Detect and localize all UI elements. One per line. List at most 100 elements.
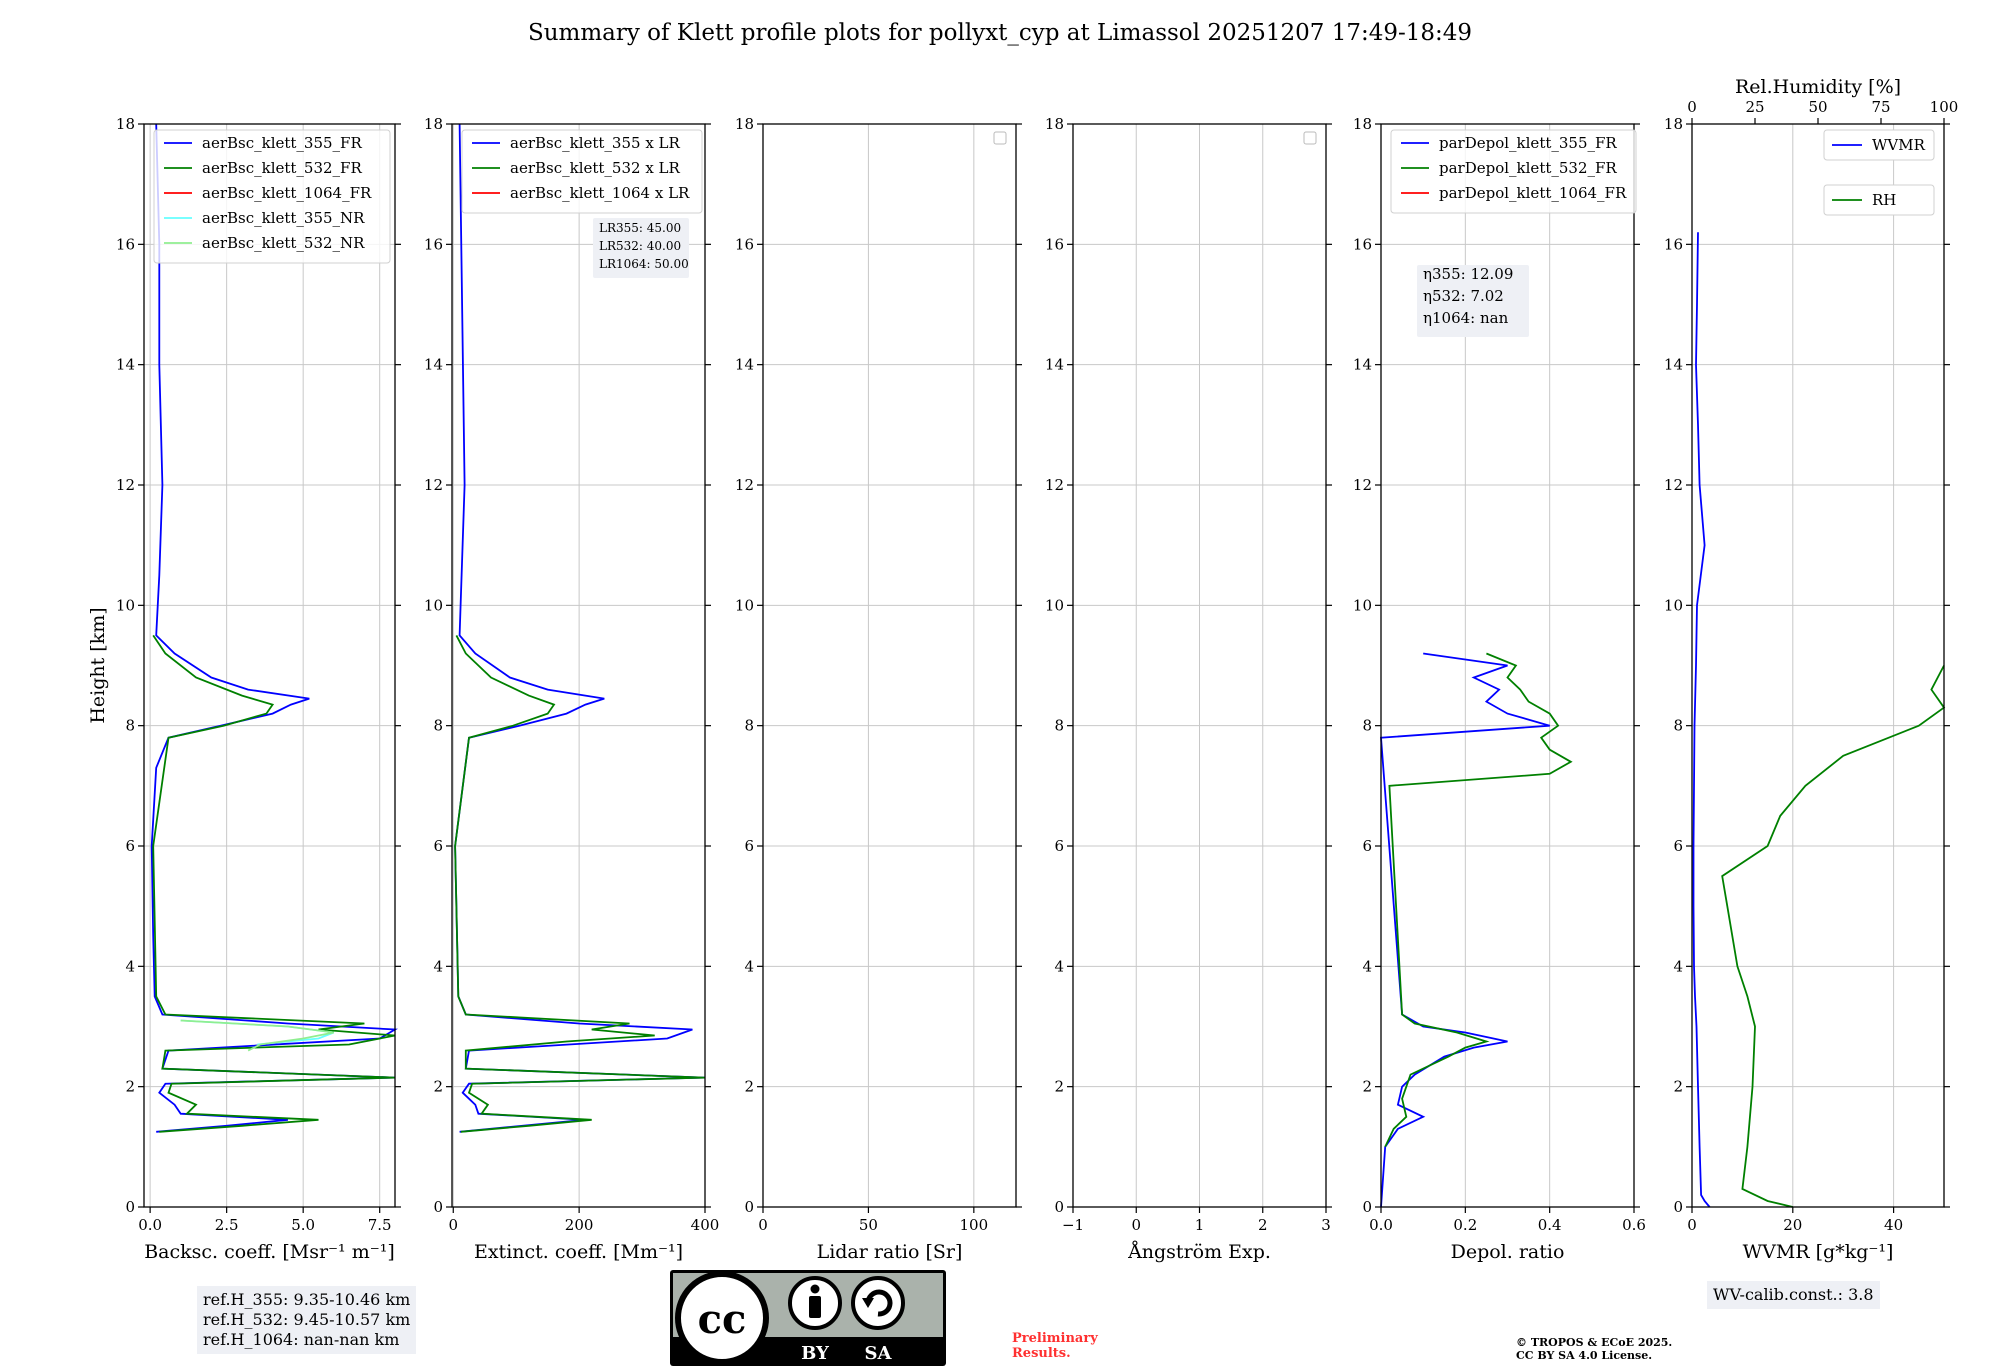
- y-tick-label: 14: [116, 356, 135, 374]
- wv-calib-box: WV-calib.const.: 3.8: [1707, 1281, 1880, 1309]
- annotation-text: LR1064: 50.00: [599, 257, 689, 271]
- x-axis-label: Lidar ratio [Sr]: [817, 1241, 963, 1263]
- copyright-note: © TROPOS & ECoE 2025. CC BY SA 4.0 Licen…: [1516, 1336, 1672, 1362]
- legend-label: aerBsc_klett_355_NR: [202, 209, 365, 227]
- y-tick-label: 0: [125, 1198, 135, 1216]
- x-tick-label: 2.5: [215, 1216, 239, 1234]
- x-tick-label: 0.0: [1369, 1216, 1393, 1234]
- panel-depol: 0 2 4 6 8 10 12 14 16 18 0.0 0.2 0.4 0.6 Depol. ratio p…: [1353, 115, 1646, 1263]
- y-tick-label: 8: [744, 717, 754, 735]
- x-axis-label: Backsc. coeff. [Msr⁻¹ m⁻¹]: [144, 1241, 395, 1263]
- x-tick-label: 0: [758, 1216, 768, 1234]
- x-tick-label: 200: [565, 1216, 594, 1234]
- y-tick-label: 6: [433, 837, 443, 855]
- x-tick-label: 0: [1131, 1216, 1141, 1234]
- y-tick-label: 14: [1353, 356, 1372, 374]
- y-tick-label: 2: [744, 1078, 754, 1096]
- y-tick-label: 10: [116, 596, 135, 614]
- series-line-aerBsc_klett_355_FR: [150, 123, 399, 1133]
- legend-box: [1823, 129, 1935, 161]
- y-tick-label: 8: [125, 717, 135, 735]
- series-line-WVMR: [1692, 232, 1711, 1208]
- y-tick-label: 14: [1664, 356, 1683, 374]
- y-tick-label: 0: [1362, 1198, 1372, 1216]
- x2-tick-label: 50: [1808, 98, 1827, 116]
- x-tick-label: 0.4: [1538, 1216, 1562, 1234]
- annotation-text: η355: 12.09: [1423, 265, 1513, 283]
- x-axis-label: Ångström Exp.: [1127, 1241, 1271, 1263]
- y-tick-label: 6: [1673, 837, 1683, 855]
- x-tick-label: 0.2: [1453, 1216, 1477, 1234]
- y-tick-label: 10: [735, 596, 754, 614]
- plot-frame: [1072, 123, 1327, 1208]
- panel-lr: 0 2 4 6 8 10 12 14 16 18 0 50 100 Lidar ratio [Sr]: [735, 115, 1022, 1263]
- share-alike-arrow: [862, 1298, 874, 1308]
- y-tick-label: 16: [735, 235, 754, 253]
- reference-height-box: ref.H_355: 9.35-10.46 km ref.H_532: 9.45…: [197, 1286, 417, 1354]
- x-tick-label: 0: [448, 1216, 458, 1234]
- y-tick-label: 4: [1054, 957, 1064, 975]
- legend-label: parDepol_klett_1064_FR: [1439, 184, 1627, 202]
- y-tick-label: 0: [433, 1198, 443, 1216]
- x2-tick-label: 25: [1745, 98, 1764, 116]
- x-tick-label: 0: [1687, 1216, 1697, 1234]
- legend-label: RH: [1872, 191, 1896, 209]
- plot-frame: [143, 123, 396, 1208]
- x-tick-label: −1: [1062, 1216, 1084, 1234]
- legend-label: aerBsc_klett_532_FR: [202, 159, 362, 177]
- plot-frame: [1380, 123, 1635, 1208]
- y-tick-label: 8: [1054, 717, 1064, 735]
- share-alike-icon: [851, 1276, 905, 1330]
- x-axis-label: Depol. ratio: [1451, 1241, 1565, 1263]
- y-tick-label: 2: [1673, 1078, 1683, 1096]
- x-axis-label: Extinct. coeff. [Mm⁻¹]: [474, 1241, 683, 1263]
- y-tick-label: 6: [125, 837, 135, 855]
- y-tick-label: 18: [1353, 115, 1372, 133]
- by-label: BY: [801, 1343, 830, 1364]
- x-tick-label: 100: [960, 1216, 989, 1234]
- y-tick-label: 8: [1362, 717, 1372, 735]
- x-tick-label: 0.0: [138, 1216, 162, 1234]
- plot-frame: [762, 123, 1017, 1208]
- y-tick-label: 0: [744, 1198, 754, 1216]
- ref-h-355: ref.H_355: 9.35-10.46 km: [203, 1290, 411, 1309]
- x-tick-label: 400: [691, 1216, 720, 1234]
- y-tick-label: 4: [744, 957, 754, 975]
- legend-label: aerBsc_klett_532_NR: [202, 234, 365, 252]
- y-axis-label: Height [km]: [87, 607, 109, 723]
- y-tick-label: 6: [1362, 837, 1372, 855]
- annotation-text: LR532: 40.00: [599, 239, 681, 253]
- preliminary-line-1: Preliminary: [1012, 1331, 1098, 1346]
- legend-label: parDepol_klett_532_FR: [1439, 159, 1617, 177]
- y-tick-label: 12: [1664, 476, 1683, 494]
- y-tick-label: 10: [424, 596, 443, 614]
- y-tick-label: 12: [735, 476, 754, 494]
- y-tick-label: 4: [1673, 957, 1683, 975]
- x-tick-label: 2: [1258, 1216, 1268, 1234]
- y-tick-label: 4: [433, 957, 443, 975]
- sa-label: SA: [865, 1343, 893, 1364]
- y-tick-label: 16: [424, 235, 443, 253]
- legend-label: parDepol_klett_355_FR: [1439, 134, 1617, 152]
- y-tick-label: 18: [1664, 115, 1683, 133]
- annotation-box: [1417, 265, 1529, 337]
- y-tick-label: 10: [1353, 596, 1372, 614]
- legend-label: aerBsc_klett_1064_FR: [202, 184, 372, 202]
- attribution-icon-body: [809, 1296, 821, 1318]
- share-alike-arc: [865, 1289, 893, 1317]
- y-tick-label: 16: [116, 235, 135, 253]
- y-tick-label: 14: [1045, 356, 1064, 374]
- legend-box: [461, 129, 703, 214]
- annotation-text: LR355: 45.00: [599, 221, 681, 235]
- y-tick-label: 10: [1045, 596, 1064, 614]
- cc-license-badge: cc BY SA: [670, 1270, 946, 1366]
- annotation-text: η1064: nan: [1423, 309, 1509, 327]
- y-tick-label: 14: [735, 356, 754, 374]
- y-tick-label: 2: [125, 1078, 135, 1096]
- x-axis-label: WVMR [g*kg⁻¹]: [1743, 1241, 1894, 1263]
- x-tick-label: 40: [1884, 1216, 1903, 1234]
- wv-calib-text: WV-calib.const.: 3.8: [1713, 1285, 1874, 1304]
- series-line-aerBsc_klett_532 x LR: [454, 634, 706, 1133]
- y-tick-label: 18: [735, 115, 754, 133]
